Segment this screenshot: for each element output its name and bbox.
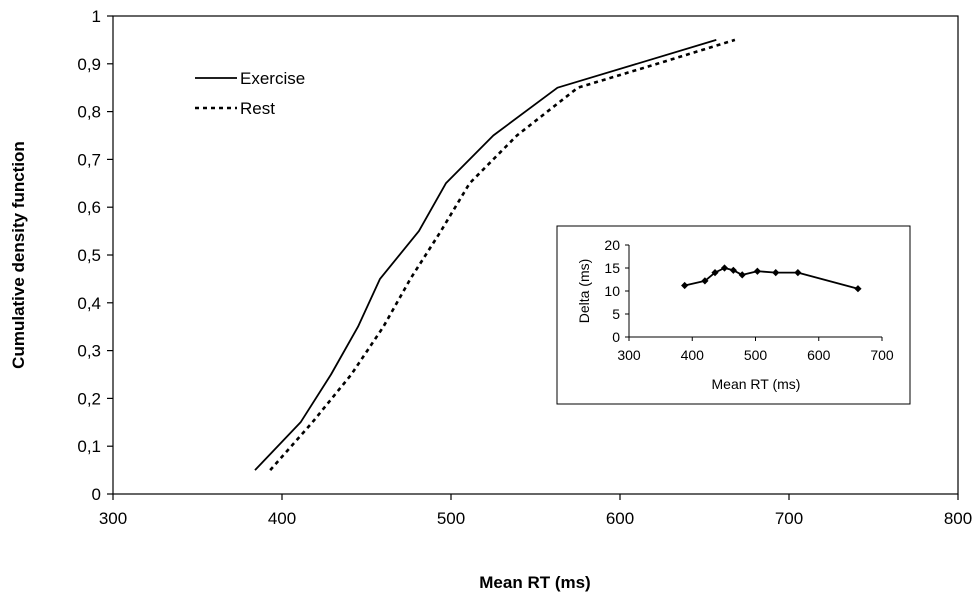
inset-y-tick-label: 10 — [604, 283, 620, 299]
inset-data-point — [720, 264, 729, 272]
x-tick-label: 600 — [606, 509, 634, 528]
x-tick-label: 700 — [775, 509, 803, 528]
inset-data-point — [854, 285, 862, 293]
inset-x-tick-label: 300 — [617, 347, 641, 363]
inset-data-point — [753, 267, 761, 275]
inset-data-point — [681, 281, 689, 290]
y-tick-label: 0,3 — [77, 342, 101, 361]
inset-y-axis-title: Delta (ms) — [576, 259, 592, 324]
inset-delta-line — [684, 267, 859, 290]
inset-data-point — [729, 266, 737, 274]
inset-y-tick-label: 0 — [612, 329, 620, 345]
inset-y-tick-label: 15 — [604, 260, 620, 276]
inset-data-point — [711, 269, 719, 277]
series-line-rest — [269, 38, 736, 471]
y-tick-label: 0,7 — [77, 150, 101, 169]
x-axis-title: Mean RT (ms) — [479, 573, 590, 592]
legend-label-exercise: Exercise — [240, 69, 305, 88]
x-tick-label: 800 — [944, 509, 972, 528]
x-tick-label: 400 — [268, 509, 296, 528]
x-tick-label: 300 — [99, 509, 127, 528]
inset-frame — [556, 225, 911, 405]
inset-x-tick-label: 600 — [807, 347, 831, 363]
y-axis-title: Cumulative density function — [9, 141, 28, 369]
y-tick-label: 0,6 — [77, 198, 101, 217]
inset-axis-ticks: 300 400 500 600 700 0 5 10 15 20 — [604, 237, 893, 363]
inset-series-layer — [681, 264, 862, 293]
inset-data-point — [701, 277, 709, 285]
inset-y-tick-label: 20 — [604, 237, 620, 253]
inset-chart: 300 400 500 600 700 0 5 10 15 20 Mean RT (ms) Del… — [556, 225, 911, 405]
y-tick-label: 0 — [92, 485, 101, 504]
inset-data-point — [794, 269, 802, 277]
x-tick-label: 500 — [437, 509, 465, 528]
y-tick-label: 0,5 — [77, 246, 101, 265]
inset-data-point — [738, 271, 746, 279]
main-axis-ticks: 300 400 500 600 700 800 0 0,1 0,2 0,3 0,4 0,5 0,6 0,7… — [77, 7, 972, 528]
inset-x-tick-label: 400 — [681, 347, 705, 363]
inset-x-tick-label: 700 — [870, 347, 894, 363]
y-tick-label: 0,2 — [77, 389, 101, 408]
legend-label-rest: Rest — [240, 99, 275, 118]
inset-data-point — [772, 269, 780, 277]
series-line-exercise — [254, 39, 717, 471]
y-tick-label: 0,1 — [77, 437, 101, 456]
y-tick-label: 1 — [92, 7, 101, 26]
y-tick-label: 0,9 — [77, 55, 101, 74]
main-series-layer — [254, 38, 736, 471]
inset-x-tick-label: 500 — [744, 347, 768, 363]
y-tick-label: 0,4 — [77, 294, 101, 313]
y-tick-label: 0,8 — [77, 103, 101, 122]
inset-y-tick-label: 5 — [612, 306, 620, 322]
legend: Exercise Rest — [195, 69, 305, 118]
inset-x-axis-title: Mean RT (ms) — [712, 376, 801, 392]
